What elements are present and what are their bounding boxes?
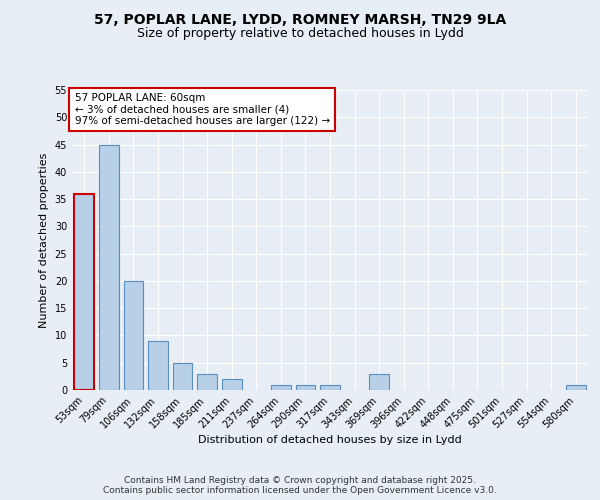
Bar xyxy=(197,374,217,390)
Bar xyxy=(99,144,119,390)
Text: 57 POPLAR LANE: 60sqm
← 3% of detached houses are smaller (4)
97% of semi-detach: 57 POPLAR LANE: 60sqm ← 3% of detached h… xyxy=(74,93,330,126)
Bar xyxy=(148,341,168,390)
Bar xyxy=(296,384,315,390)
Text: Size of property relative to detached houses in Lydd: Size of property relative to detached ho… xyxy=(137,28,463,40)
X-axis label: Distribution of detached houses by size in Lydd: Distribution of detached houses by size … xyxy=(198,436,462,446)
Bar xyxy=(74,194,94,390)
Bar xyxy=(320,384,340,390)
Bar xyxy=(222,379,242,390)
Bar xyxy=(566,384,586,390)
Bar xyxy=(173,362,193,390)
Bar xyxy=(370,374,389,390)
Text: Contains HM Land Registry data © Crown copyright and database right 2025.
Contai: Contains HM Land Registry data © Crown c… xyxy=(103,476,497,495)
Y-axis label: Number of detached properties: Number of detached properties xyxy=(39,152,49,328)
Bar xyxy=(271,384,290,390)
Bar xyxy=(124,281,143,390)
Text: 57, POPLAR LANE, LYDD, ROMNEY MARSH, TN29 9LA: 57, POPLAR LANE, LYDD, ROMNEY MARSH, TN2… xyxy=(94,12,506,26)
